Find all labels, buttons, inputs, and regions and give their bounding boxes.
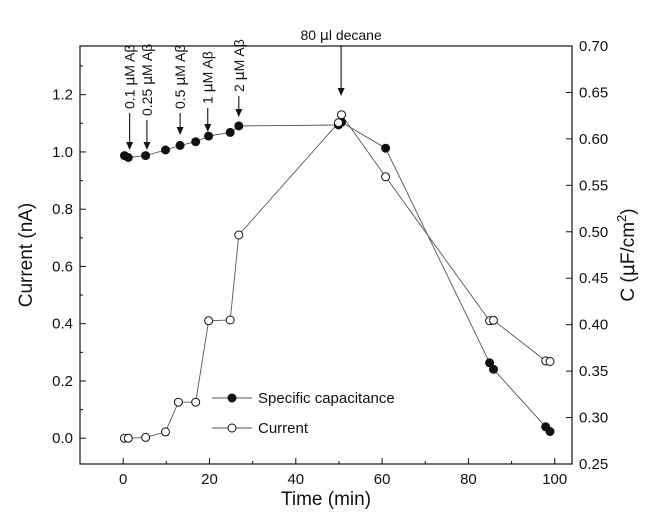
legend-marker-current [227,423,237,433]
y-left-tick-label: 1.0 [52,144,73,161]
capacitance-point [489,364,498,374]
annotation-label: 2 μM Aβ [231,39,248,92]
current-point [141,432,151,442]
legend-label-capacitance: Specific capacitance [258,390,395,407]
current-point [381,172,391,182]
y-right-tick-label: 0.35 [579,363,608,380]
annotation-label: 0.5 μM Aβ [172,45,189,109]
capacitance-point [123,153,133,162]
legend-label-current: Current [258,420,309,437]
x-tick-label: 20 [201,471,218,488]
legend: Specific capacitance Current [212,390,395,437]
y-right-tick-label: 0.40 [579,317,608,334]
series-points [120,110,555,443]
capacitance-point [175,140,185,150]
plot-area-border [79,45,573,465]
y-left-tick-label: 0.6 [52,258,73,275]
current-point [173,397,183,407]
annotation-arrow-head [337,88,345,96]
y-right-tick-label: 0.45 [579,270,608,287]
annotation-label: 1 μM Aβ [200,51,217,104]
y-left-tick-label: 0.4 [52,316,73,333]
series-line-capacitance [124,121,551,432]
x-tick-label: 80 [460,471,477,488]
x-axis-label: Time (min) [281,489,371,510]
annotation-arrow-head [143,142,151,150]
annotation-label: 0.25 μM Aβ [139,44,156,116]
current-point [234,230,244,240]
y-axis-left: 0.0 0.2 0.4 0.6 0.8 1.0 1.2 [52,65,86,447]
x-tick-label: 40 [287,471,304,488]
y-right-tick-label: 0.30 [579,410,608,427]
y-right-tick-label: 0.55 [579,177,608,194]
capacitance-point [381,143,391,153]
x-tick-label: 60 [374,471,391,488]
y-axis-right: 0.25 0.30 0.35 0.40 0.45 0.50 0.55 0.60 0.65 0.70 [566,38,608,473]
x-axis: 0 20 40 60 80 100 [119,458,567,488]
annotation-label: 0.1 μM Aβ [122,45,139,109]
annotation-arrow-head [126,142,134,150]
y-left-tick-label: 1.2 [52,87,73,104]
y-right-tick-label: 0.60 [579,131,608,148]
y-right-tick-label: 0.50 [579,224,608,241]
y-right-tick-label: 0.70 [579,38,608,55]
capacitance-point [545,427,555,436]
capacitance-point [141,151,151,161]
y-left-tick-label: 0.2 [52,373,73,390]
x-tick-label: 0 [119,471,127,488]
y-right-tick-label: 0.25 [579,456,608,473]
capacitance-point [161,145,170,155]
capacitance-point [191,137,201,147]
current-point [123,433,133,443]
y-left-tick-label: 0.0 [52,430,73,447]
y-axis-right-label: C (μF/cm2) [614,208,639,301]
current-point [161,427,170,437]
current-point [545,357,555,366]
capacitance-point [234,121,244,131]
annotations: 0.1 μM Aβ0.25 μM Aβ 0.5 μM Aβ 1 μM Aβ 2 μM … [122,27,382,150]
legend-marker-capacitance [227,393,237,403]
y-axis-left-label: Current (nA) [16,203,37,308]
current-point [204,316,214,326]
current-point [489,315,498,325]
capacitance-point [485,358,495,368]
current-point [225,315,235,325]
current-point [337,110,346,120]
y-left-tick-label: 0.8 [52,201,73,218]
annotation-label: 80 μl decane [300,27,382,44]
annotation-arrow-head [176,127,184,135]
current-point [334,118,343,128]
current-point [191,397,201,407]
annotation-arrow-head [204,124,212,132]
x-tick-label: 100 [542,471,567,488]
annotation-arrow-head [235,109,243,117]
capacitance-point [225,127,235,137]
capacitance-point [204,131,214,141]
y-right-tick-label: 0.65 [579,84,608,101]
plot-frame [79,45,573,465]
